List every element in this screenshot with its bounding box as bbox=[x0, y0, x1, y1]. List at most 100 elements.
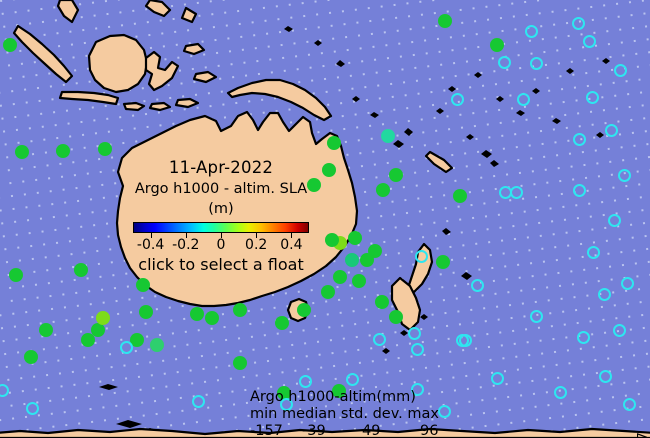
float-marker-filled[interactable] bbox=[327, 136, 341, 150]
float-marker-filled[interactable] bbox=[376, 183, 390, 197]
caption-headers: min median std. dev. max bbox=[250, 405, 439, 422]
float-marker-filled[interactable] bbox=[389, 168, 403, 182]
float-marker-open[interactable] bbox=[617, 168, 631, 182]
float-marker-open[interactable] bbox=[372, 332, 386, 346]
float-marker-open[interactable] bbox=[604, 123, 618, 137]
float-marker-filled[interactable] bbox=[91, 323, 105, 337]
stat-value: 49 bbox=[362, 423, 381, 438]
float-marker-open[interactable] bbox=[450, 92, 464, 106]
float-marker-open[interactable] bbox=[572, 132, 586, 146]
float-marker-filled[interactable] bbox=[436, 255, 450, 269]
float-marker-filled[interactable] bbox=[3, 38, 17, 52]
float-marker-filled[interactable] bbox=[360, 253, 374, 267]
colorbar-tick bbox=[221, 233, 222, 238]
float-marker-open[interactable] bbox=[622, 397, 636, 411]
float-marker-filled[interactable] bbox=[74, 263, 88, 277]
float-marker-open[interactable] bbox=[529, 309, 543, 323]
float-marker-open[interactable] bbox=[529, 56, 543, 70]
colorbar-tick bbox=[150, 233, 152, 238]
float-marker-open[interactable] bbox=[490, 371, 504, 385]
float-marker-open[interactable] bbox=[509, 185, 523, 199]
float-marker-filled[interactable] bbox=[150, 338, 164, 352]
float-marker-open[interactable] bbox=[576, 330, 590, 344]
float-marker-open[interactable] bbox=[586, 245, 600, 259]
float-marker-open[interactable] bbox=[279, 397, 293, 411]
float-marker-filled[interactable] bbox=[333, 270, 347, 284]
caption-variable: Argo h1000-altim(mm) bbox=[250, 389, 416, 405]
float-marker-open[interactable] bbox=[414, 249, 428, 263]
colorbar-wrap: -0.4 -0.2 0 0.2 0.4 bbox=[133, 222, 309, 254]
float-marker-open[interactable] bbox=[410, 382, 424, 396]
float-marker-filled[interactable] bbox=[345, 253, 359, 267]
float-marker-open[interactable] bbox=[470, 278, 484, 292]
float-marker-open[interactable] bbox=[597, 287, 611, 301]
float-marker-open[interactable] bbox=[553, 385, 567, 399]
float-marker-filled[interactable] bbox=[381, 129, 395, 143]
float-marker-filled[interactable] bbox=[332, 384, 346, 398]
colorbar-tick bbox=[256, 233, 258, 238]
float-marker-filled[interactable] bbox=[321, 285, 335, 299]
float-marker-filled[interactable] bbox=[352, 274, 366, 288]
stat-value: 96 bbox=[420, 423, 439, 438]
float-marker-filled[interactable] bbox=[9, 268, 23, 282]
float-marker-filled[interactable] bbox=[130, 333, 144, 347]
float-marker-open[interactable] bbox=[25, 401, 39, 415]
float-marker-filled[interactable] bbox=[233, 303, 247, 317]
float-marker-filled[interactable] bbox=[389, 310, 403, 324]
float-marker-filled[interactable] bbox=[81, 333, 95, 347]
float-marker-open[interactable] bbox=[407, 326, 421, 340]
float-marker-open[interactable] bbox=[191, 394, 205, 408]
float-marker-filled[interactable] bbox=[375, 295, 389, 309]
float-marker-filled[interactable] bbox=[56, 144, 70, 158]
float-marker-filled[interactable] bbox=[325, 233, 339, 247]
float-marker-filled[interactable] bbox=[190, 307, 204, 321]
float-marker-open[interactable] bbox=[119, 340, 133, 354]
colorbar-tick-label: -0.2 bbox=[172, 237, 200, 253]
float-marker-open[interactable] bbox=[571, 16, 585, 30]
float-marker-filled[interactable] bbox=[490, 38, 504, 52]
float-marker-filled[interactable] bbox=[96, 311, 110, 325]
float-marker-open[interactable] bbox=[598, 369, 612, 383]
legend-hint[interactable]: click to select a float bbox=[138, 255, 304, 274]
float-marker-filled[interactable] bbox=[348, 231, 362, 245]
colorbar-tick-label: 0.2 bbox=[245, 237, 268, 253]
float-marker-filled[interactable] bbox=[275, 316, 289, 330]
float-marker-open[interactable] bbox=[585, 90, 599, 104]
float-marker-filled[interactable] bbox=[277, 386, 291, 400]
colorbar-tick-label: 0.4 bbox=[280, 237, 303, 253]
float-marker-filled[interactable] bbox=[307, 178, 321, 192]
float-marker-open[interactable] bbox=[582, 34, 596, 48]
float-marker-filled[interactable] bbox=[322, 163, 336, 177]
float-marker-filled[interactable] bbox=[136, 278, 150, 292]
float-marker-filled[interactable] bbox=[297, 303, 311, 317]
float-marker-open[interactable] bbox=[497, 55, 511, 69]
float-marker-open[interactable] bbox=[620, 276, 634, 290]
float-marker-open[interactable] bbox=[345, 372, 359, 386]
float-marker-open[interactable] bbox=[455, 333, 469, 347]
stat-value: -39 bbox=[302, 423, 326, 438]
map-legend: 11-Apr-2022 Argo h1000 - altim. SLA (m) … bbox=[128, 158, 314, 275]
float-marker-open[interactable] bbox=[607, 213, 621, 227]
float-marker-open[interactable] bbox=[298, 374, 312, 388]
float-marker-open[interactable] bbox=[612, 323, 626, 337]
float-marker-filled[interactable] bbox=[39, 323, 53, 337]
float-marker-filled[interactable] bbox=[139, 305, 153, 319]
colorbar-tick-label: 0 bbox=[216, 237, 226, 253]
float-marker-open[interactable] bbox=[516, 92, 530, 106]
float-marker-filled[interactable] bbox=[233, 356, 247, 370]
float-marker-open[interactable] bbox=[613, 63, 627, 77]
float-marker-filled[interactable] bbox=[453, 189, 467, 203]
stat-value: -157 bbox=[250, 423, 283, 438]
float-marker-open[interactable] bbox=[0, 383, 9, 397]
float-marker-open[interactable] bbox=[524, 24, 538, 38]
float-marker-filled[interactable] bbox=[438, 14, 452, 28]
float-marker-filled[interactable] bbox=[205, 311, 219, 325]
float-marker-open[interactable] bbox=[410, 342, 424, 356]
stats-caption: Argo h1000-altim(mm) min median std. dev… bbox=[250, 389, 480, 438]
float-marker-filled[interactable] bbox=[24, 350, 38, 364]
float-marker-filled[interactable] bbox=[15, 145, 29, 159]
float-marker-open[interactable] bbox=[437, 404, 451, 418]
float-marker-filled[interactable] bbox=[98, 142, 112, 156]
float-marker-open[interactable] bbox=[572, 183, 586, 197]
